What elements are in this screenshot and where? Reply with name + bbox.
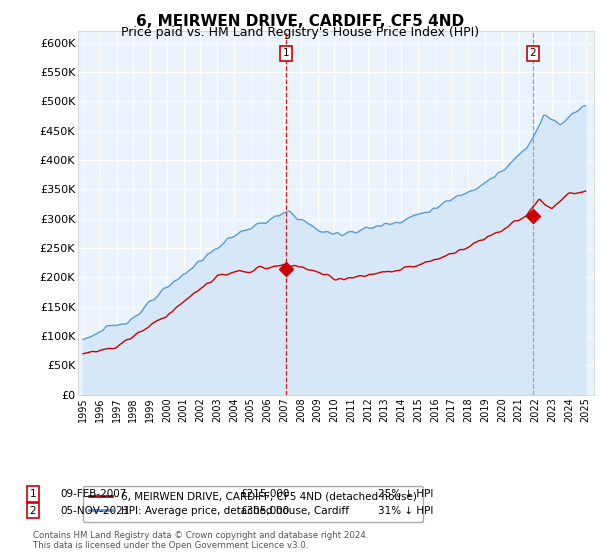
Text: £215,000: £215,000 [240, 489, 289, 499]
Text: 6, MEIRWEN DRIVE, CARDIFF, CF5 4ND: 6, MEIRWEN DRIVE, CARDIFF, CF5 4ND [136, 14, 464, 29]
Text: 2: 2 [29, 506, 37, 516]
Text: 09-FEB-2007: 09-FEB-2007 [60, 489, 127, 499]
Text: 31% ↓ HPI: 31% ↓ HPI [378, 506, 433, 516]
Text: Contains HM Land Registry data © Crown copyright and database right 2024.
This d: Contains HM Land Registry data © Crown c… [33, 531, 368, 550]
Text: £305,000: £305,000 [240, 506, 289, 516]
Text: 05-NOV-2021: 05-NOV-2021 [60, 506, 130, 516]
Text: 1: 1 [283, 48, 289, 58]
Text: Price paid vs. HM Land Registry's House Price Index (HPI): Price paid vs. HM Land Registry's House … [121, 26, 479, 39]
Text: 2: 2 [530, 48, 536, 58]
Legend: 6, MEIRWEN DRIVE, CARDIFF, CF5 4ND (detached house), HPI: Average price, detache: 6, MEIRWEN DRIVE, CARDIFF, CF5 4ND (deta… [83, 486, 423, 522]
Text: 25% ↓ HPI: 25% ↓ HPI [378, 489, 433, 499]
Text: 1: 1 [29, 489, 37, 499]
